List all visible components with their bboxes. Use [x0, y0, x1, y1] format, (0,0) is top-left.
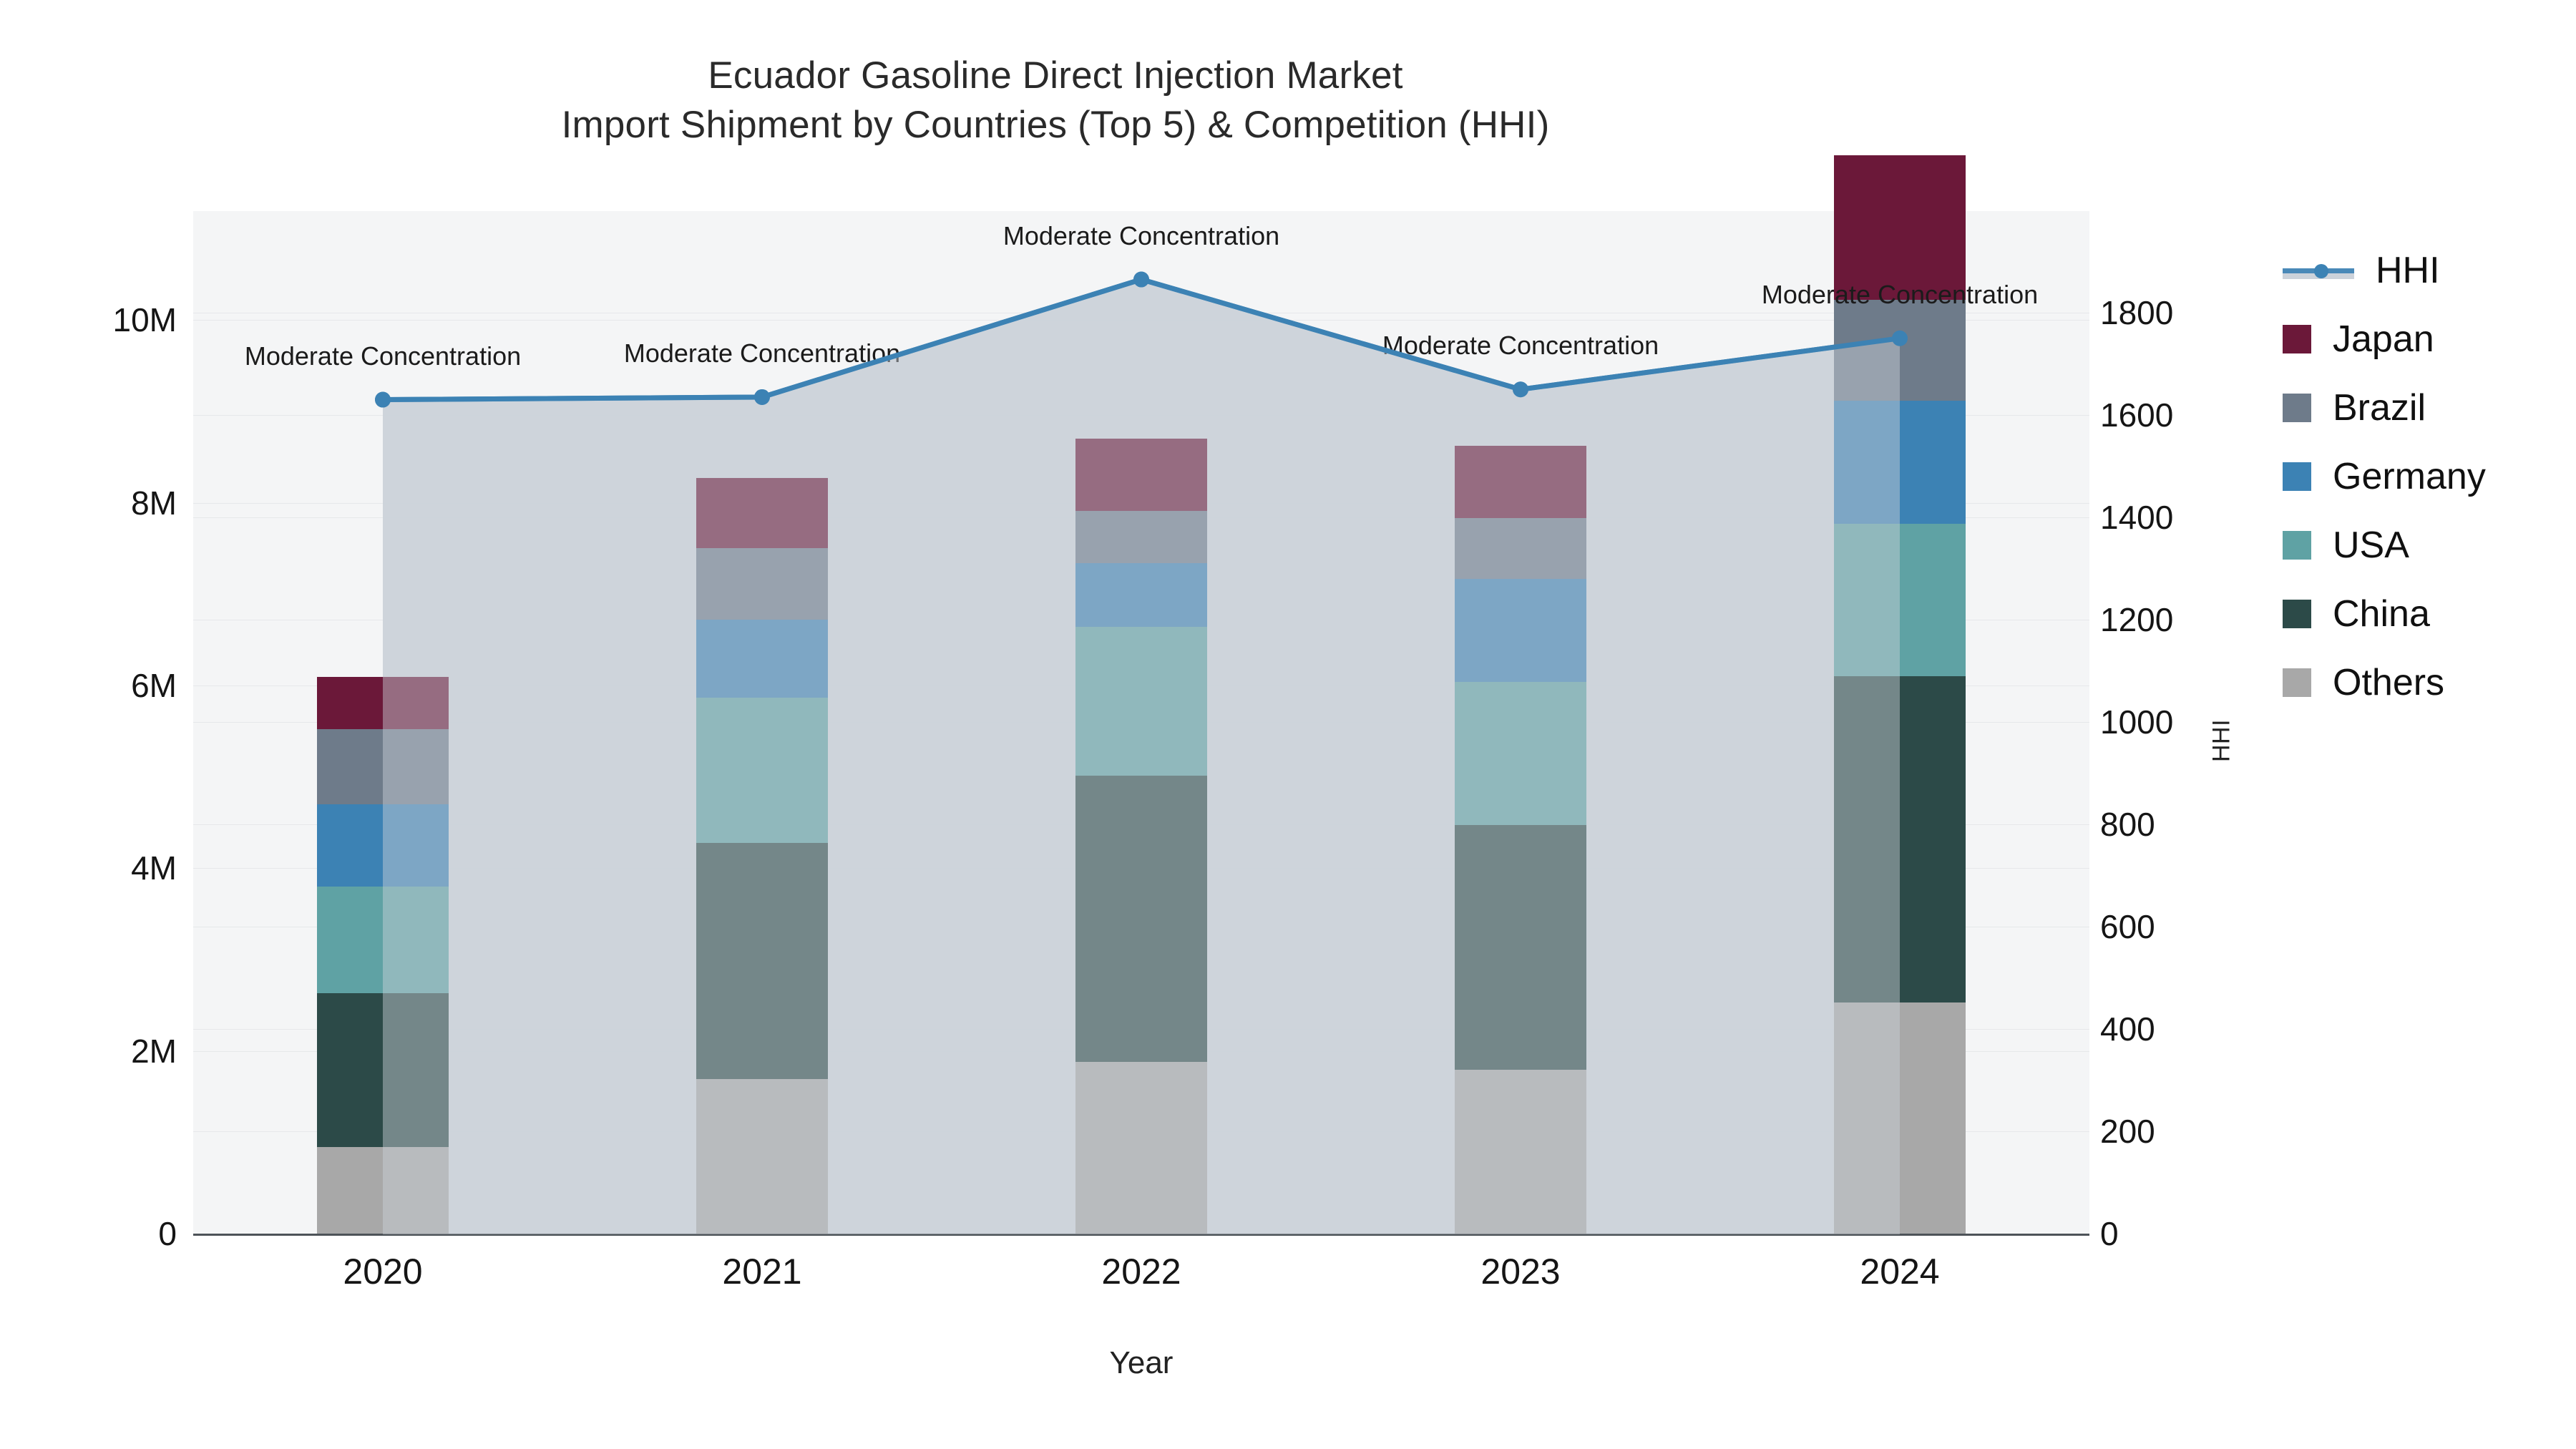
- chart-title: Ecuador Gasoline Direct Injection Market…: [0, 52, 2111, 150]
- bar-segment-china[interactable]: [317, 993, 449, 1147]
- bar-stack[interactable]: [1075, 211, 1207, 1234]
- bar-segment-brazil[interactable]: [1834, 300, 1966, 401]
- y-axis-right-ticks: 0 200 400 600 800 1000 1200 1400 1600 1800: [2100, 0, 2329, 1449]
- y-tick-right: 200: [2100, 1113, 2155, 1150]
- bar-segment-brazil[interactable]: [696, 548, 828, 620]
- y-tick-right: 1600: [2100, 396, 2174, 434]
- bar-segment-germany[interactable]: [317, 804, 449, 887]
- legend-item-japan[interactable]: Japan: [2283, 305, 2569, 374]
- y-tick-right: 1800: [2100, 294, 2174, 331]
- x-tick-2020: 2020: [343, 1252, 423, 1292]
- legend-item-china[interactable]: China: [2283, 580, 2569, 648]
- legend-swatch-icon: [2283, 531, 2311, 560]
- x-tick-2022: 2022: [1101, 1252, 1181, 1292]
- bar-segment-brazil[interactable]: [1455, 518, 1586, 579]
- legend-label: Germany: [2333, 456, 2486, 497]
- y-tick-right: 1200: [2100, 601, 2174, 638]
- annotation-moderate-concentration: Moderate Concentration: [1002, 220, 1280, 250]
- y-tick-left: 6M: [131, 666, 177, 704]
- legend-swatch-icon: [2283, 668, 2311, 697]
- x-tick-2023: 2023: [1480, 1252, 1561, 1292]
- bar-segment-usa[interactable]: [1075, 627, 1207, 776]
- annotation-moderate-concentration: Moderate Concentration: [623, 338, 901, 368]
- bar-stack[interactable]: [696, 211, 828, 1234]
- bar-segment-usa[interactable]: [317, 886, 449, 994]
- annotation-moderate-concentration: Moderate Concentration: [244, 341, 522, 371]
- annotation-moderate-concentration: Moderate Concentration: [1761, 279, 2039, 309]
- legend-label: USA: [2333, 525, 2409, 566]
- bar-segment-germany[interactable]: [1834, 400, 1966, 524]
- y-tick-right: 0: [2100, 1215, 2119, 1252]
- legend-label: China: [2333, 593, 2430, 635]
- bar-segment-china[interactable]: [1455, 825, 1586, 1070]
- y-tick-left: 8M: [131, 484, 177, 522]
- legend-item-germany[interactable]: Germany: [2283, 442, 2569, 511]
- y-tick-right: 400: [2100, 1010, 2155, 1048]
- bar-segment-china[interactable]: [1834, 676, 1966, 1002]
- bar-segment-japan[interactable]: [1834, 155, 1966, 301]
- bar-stack[interactable]: [1455, 211, 1586, 1234]
- y-tick-right: 600: [2100, 908, 2155, 945]
- legend-label: Brazil: [2333, 387, 2426, 429]
- chart-legend: HHI Japan Brazil Germany USA China Others: [2283, 236, 2569, 717]
- bar-segment-others[interactable]: [696, 1079, 828, 1234]
- legend-line-marker-icon: [2283, 256, 2354, 285]
- bar-segment-japan[interactable]: [317, 677, 449, 730]
- y-tick-right: 1000: [2100, 703, 2174, 741]
- bar-stack[interactable]: [1834, 155, 1966, 1234]
- bar-segment-japan[interactable]: [1455, 446, 1586, 519]
- legend-item-brazil[interactable]: Brazil: [2283, 374, 2569, 442]
- bar-segment-others[interactable]: [317, 1146, 449, 1234]
- legend-item-others[interactable]: Others: [2283, 648, 2569, 717]
- legend-swatch-icon: [2283, 325, 2311, 353]
- x-axis-title: Year: [1109, 1345, 1174, 1380]
- bar-segment-germany[interactable]: [696, 620, 828, 698]
- bar-segment-others[interactable]: [1075, 1061, 1207, 1234]
- bar-segment-usa[interactable]: [1455, 681, 1586, 826]
- y-tick-left: 2M: [131, 1032, 177, 1070]
- y-axis-left-ticks: 0 2M 4M 6M 8M 10M: [0, 0, 190, 1449]
- chart-title-line-2: Import Shipment by Countries (Top 5) & C…: [561, 103, 1550, 146]
- x-axis-line: [193, 1234, 2089, 1236]
- legend-swatch-icon: [2283, 394, 2311, 422]
- bar-segment-others[interactable]: [1455, 1070, 1586, 1234]
- legend-swatch-icon: [2283, 600, 2311, 628]
- bar-segment-others[interactable]: [1834, 1002, 1966, 1234]
- bar-segment-china[interactable]: [1075, 776, 1207, 1062]
- chart-title-line-1: Ecuador Gasoline Direct Injection Market: [708, 54, 1403, 97]
- legend-label: Others: [2333, 662, 2445, 703]
- y-axis-right-title: HHI: [2207, 718, 2235, 763]
- y-tick-right: 1400: [2100, 499, 2174, 536]
- annotation-moderate-concentration: Moderate Concentration: [1382, 331, 1659, 361]
- y-tick-right: 800: [2100, 806, 2155, 843]
- bar-segment-japan[interactable]: [1075, 439, 1207, 512]
- bar-segment-germany[interactable]: [1455, 578, 1586, 682]
- bar-segment-brazil[interactable]: [1075, 511, 1207, 563]
- legend-label: HHI: [2376, 250, 2440, 291]
- legend-item-usa[interactable]: USA: [2283, 511, 2569, 580]
- x-tick-2021: 2021: [722, 1252, 802, 1292]
- bar-segment-china[interactable]: [696, 842, 828, 1080]
- legend-label: Japan: [2333, 318, 2434, 360]
- bar-segment-japan[interactable]: [696, 478, 828, 549]
- y-tick-left: 10M: [112, 301, 177, 339]
- bar-segment-germany[interactable]: [1075, 562, 1207, 628]
- bar-segment-usa[interactable]: [1834, 523, 1966, 677]
- legend-item-hhi[interactable]: HHI: [2283, 236, 2569, 305]
- legend-swatch-icon: [2283, 462, 2311, 491]
- bar-segment-brazil[interactable]: [317, 729, 449, 804]
- bar-stack[interactable]: [317, 211, 449, 1234]
- x-tick-2024: 2024: [1860, 1252, 1940, 1292]
- y-tick-left: 0: [158, 1215, 177, 1252]
- bar-segment-usa[interactable]: [696, 697, 828, 843]
- y-tick-left: 4M: [131, 849, 177, 887]
